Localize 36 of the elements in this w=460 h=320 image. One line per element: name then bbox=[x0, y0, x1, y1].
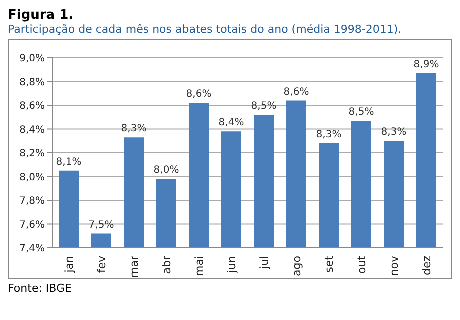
x-tick-label: fev bbox=[96, 256, 109, 274]
x-tick-label: mai bbox=[193, 256, 206, 277]
data-label: 8,3% bbox=[121, 124, 147, 135]
chart-subtitle: Participação de cada mês nos abates totais do ano (média 1998-2011). bbox=[8, 23, 403, 36]
x-tick-label: jul bbox=[258, 256, 272, 270]
y-tick-label: 7,8% bbox=[20, 196, 45, 208]
x-tick-label: nov bbox=[388, 256, 402, 276]
data-label: 8,4% bbox=[218, 118, 244, 129]
y-tick-label: 7,4% bbox=[20, 244, 45, 255]
x-tick-label: jan bbox=[63, 256, 76, 274]
y-tick-label: 8,2% bbox=[20, 148, 45, 160]
y-tick-label: 8,0% bbox=[20, 172, 45, 184]
data-label: 8,1% bbox=[56, 156, 82, 168]
x-tick-label: ago bbox=[290, 256, 304, 276]
data-label: 8,0% bbox=[154, 165, 180, 176]
chart-title: Figura 1. bbox=[8, 8, 75, 23]
y-tick-label: 8,4% bbox=[20, 124, 45, 136]
x-tick-label: mar bbox=[128, 256, 142, 278]
data-label: 8,6% bbox=[186, 89, 212, 100]
data-label: 8,9% bbox=[414, 59, 440, 70]
data-label: 8,5% bbox=[348, 106, 374, 118]
source-note: Fonte: IBGE bbox=[8, 282, 73, 295]
x-tick-label: out bbox=[356, 255, 369, 274]
data-label: 7,5% bbox=[88, 220, 114, 231]
x-tick-label: set bbox=[323, 255, 336, 273]
y-tick-label: 9,0% bbox=[20, 54, 45, 65]
data-label: 8,3% bbox=[316, 130, 342, 140]
y-tick-label: 8,8% bbox=[20, 77, 45, 88]
data-label: 8,6% bbox=[284, 86, 310, 98]
x-tick-label: jun bbox=[226, 256, 239, 274]
x-tick-label: dez bbox=[420, 256, 434, 276]
y-tick-label: 7,6% bbox=[20, 220, 45, 231]
data-label: 8,3% bbox=[381, 127, 407, 138]
data-label: 8,5% bbox=[251, 101, 277, 112]
y-tick-label: 8,6% bbox=[20, 101, 45, 112]
x-tick-label: abr bbox=[160, 256, 174, 274]
